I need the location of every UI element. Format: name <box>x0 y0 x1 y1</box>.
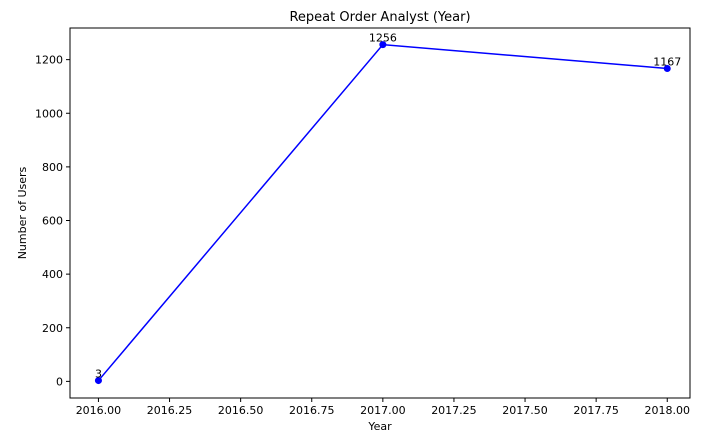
y-axis: 0 200 400 600 800 1000 1200 <box>35 54 70 388</box>
y-tick-label: 400 <box>42 268 63 281</box>
series-line <box>97 43 668 382</box>
x-tick-label: 2017.25 <box>431 404 477 417</box>
y-tick-label: 1000 <box>35 107 63 120</box>
x-axis: 2016.00 2016.25 2016.50 2016.75 2017.00 2017.… <box>76 398 690 417</box>
x-tick-label: 2016.25 <box>147 404 193 417</box>
x-tick-label: 2016.00 <box>76 404 122 417</box>
x-tick-label: 2017.50 <box>502 404 548 417</box>
data-label: 1167 <box>653 55 681 68</box>
data-point <box>379 41 387 49</box>
data-point <box>663 64 671 72</box>
data-label: 1256 <box>369 32 397 45</box>
y-tick-label: 800 <box>42 161 63 174</box>
y-tick-label: 200 <box>42 322 63 335</box>
data-point <box>94 377 102 385</box>
chart-title: Repeat Order Analyst (Year) <box>289 10 470 25</box>
series-layer: 3 1256 1167 <box>94 32 681 385</box>
x-tick-label: 2016.50 <box>218 404 264 417</box>
data-label: 3 <box>95 368 102 381</box>
y-tick-label: 1200 <box>35 54 63 67</box>
x-tick-label: 2016.75 <box>289 404 335 417</box>
y-axis-label: Number of Users <box>16 166 29 259</box>
x-tick-label: 2018.00 <box>644 404 690 417</box>
x-tick-label: 2017.75 <box>573 404 619 417</box>
plot-frame <box>69 27 691 399</box>
y-tick-label: 600 <box>42 215 63 228</box>
x-tick-label: 2017.00 <box>360 404 406 417</box>
y-tick-label: 0 <box>56 375 63 388</box>
x-axis-label: Year <box>367 420 392 433</box>
